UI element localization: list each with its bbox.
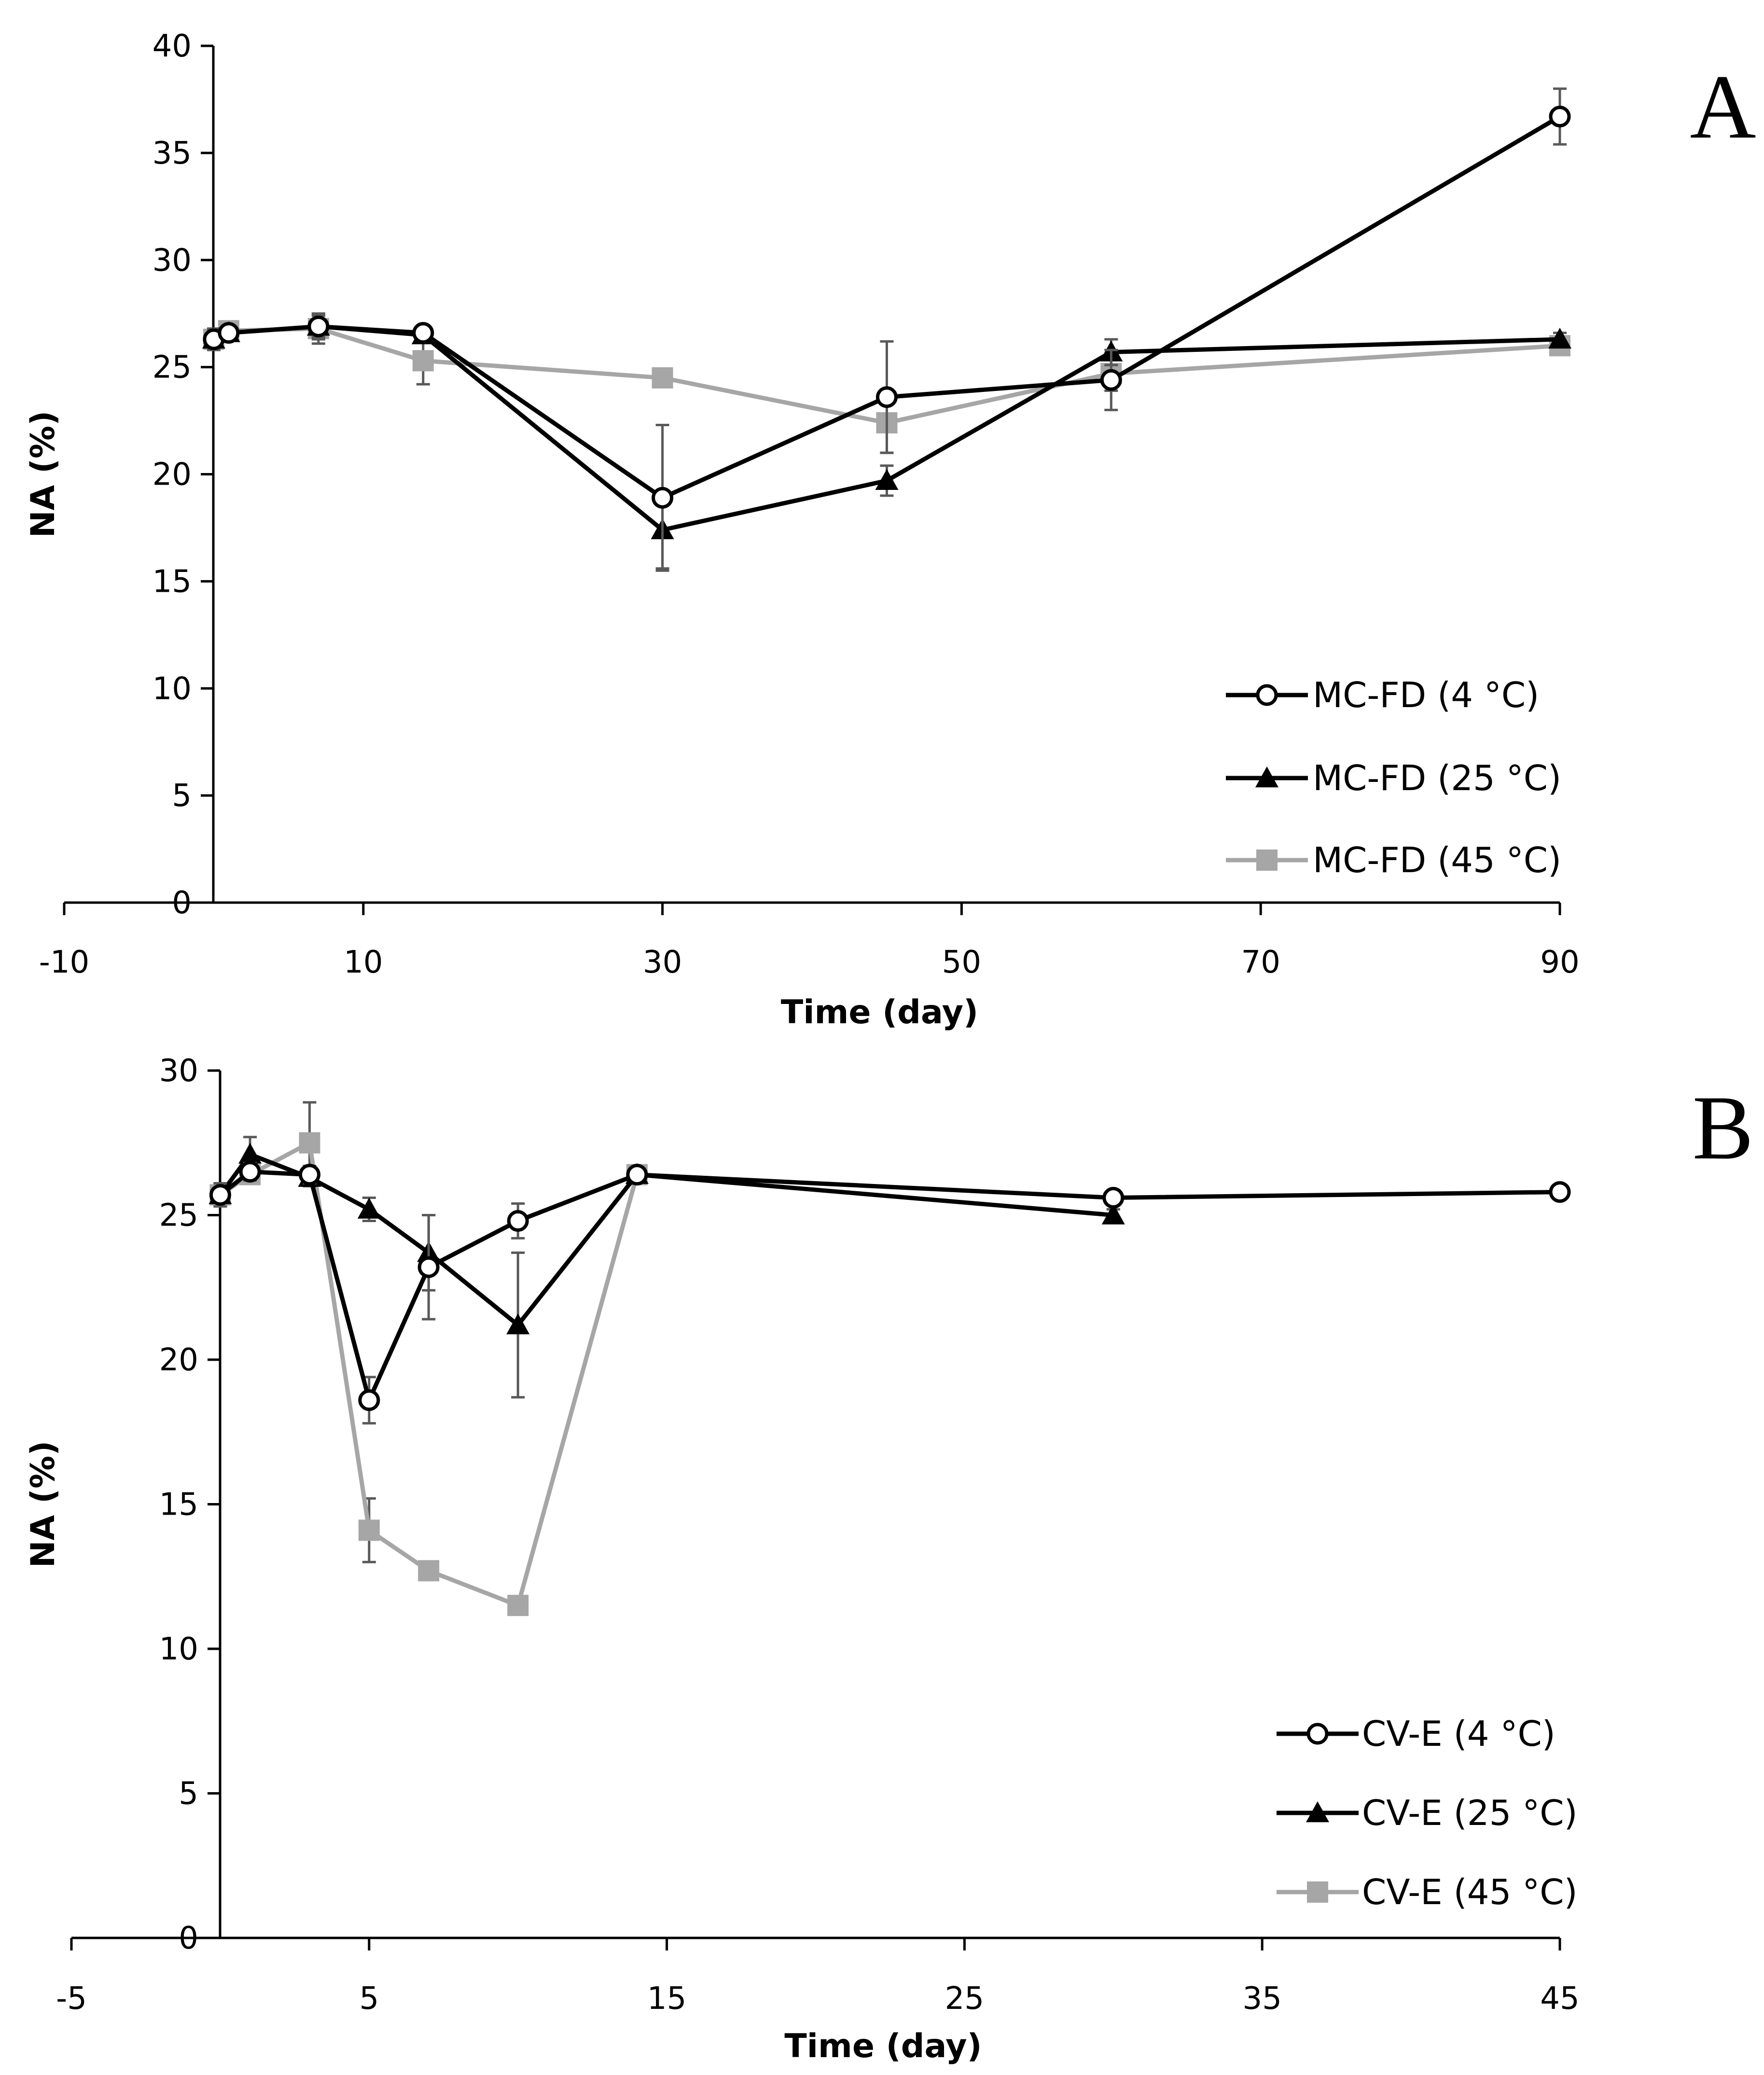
series-line xyxy=(219,1170,1560,1403)
y-tick-label: 20 xyxy=(159,1342,198,1378)
legend-label: CV-E (4 °C) xyxy=(1362,1713,1556,1754)
y-tick-label: 40 xyxy=(153,28,192,64)
legend-marker xyxy=(1306,1801,1329,1823)
x-tick-label: 35 xyxy=(1242,1981,1281,2017)
data-point xyxy=(1101,1203,1125,1225)
data-point xyxy=(298,1164,320,1186)
data-point xyxy=(299,1132,320,1154)
x-axis-title: Time (day) xyxy=(781,993,978,1031)
x-tick-label: 30 xyxy=(643,945,682,980)
y-tick-label: 25 xyxy=(159,1198,198,1234)
y-axis-title: NA (%) xyxy=(24,411,62,538)
y-tick-label: 30 xyxy=(153,243,192,279)
legend-marker xyxy=(1306,1723,1329,1745)
data-point xyxy=(652,367,673,389)
series-3 xyxy=(209,1101,648,1616)
legend: CV-E (4 °C) CV-E (25 °C) CV-E (45 °C) xyxy=(1277,1713,1578,1912)
legend-item: MC-FD (45 °C) xyxy=(1226,840,1561,880)
x-tick-label: -5 xyxy=(56,1981,87,2017)
series-1 xyxy=(209,1161,1571,1425)
legend-item: CV-E (4 °C) xyxy=(1277,1713,1556,1754)
data-point xyxy=(1549,105,1571,127)
panel-label: A xyxy=(1690,56,1756,158)
legend: MC-FD (4 °C) MC-FD (25 °C) MC-FD (45 °C) xyxy=(1226,675,1561,880)
legend-marker xyxy=(1307,1881,1328,1903)
data-point xyxy=(358,1519,380,1541)
y-tick-label: 15 xyxy=(153,564,192,599)
data-point xyxy=(417,1256,440,1278)
data-point xyxy=(412,322,434,344)
y-tick-label: 0 xyxy=(172,885,192,921)
legend-item: MC-FD (25 °C) xyxy=(1226,758,1561,798)
legend-label: CV-E (45 °C) xyxy=(1362,1872,1578,1912)
y-tick-label: 35 xyxy=(153,136,192,171)
data-point xyxy=(358,1389,380,1411)
data-point xyxy=(652,487,674,509)
data-point xyxy=(418,1560,440,1582)
y-axis-title: NA (%) xyxy=(24,1441,62,1568)
data-point xyxy=(875,386,898,408)
legend-item: CV-E (45 °C) xyxy=(1277,1872,1578,1912)
chart-panel-b: -5 5 15 25 35 45 0 5 10 15 20 25 30 Time (day) NA (%) B… xyxy=(24,1053,1753,2065)
data-point xyxy=(1100,369,1122,391)
x-tick-label: -10 xyxy=(39,945,90,980)
y-tick-label: 30 xyxy=(159,1053,198,1089)
data-point xyxy=(875,469,899,490)
data-point xyxy=(506,1313,530,1335)
y-tick-label: 5 xyxy=(179,1776,198,1812)
legend-marker xyxy=(1256,684,1278,706)
series-line xyxy=(219,1141,639,1608)
x-tick-label: 25 xyxy=(945,1981,984,2017)
data-point xyxy=(1549,1181,1571,1203)
x-tick-label: 50 xyxy=(942,945,981,980)
x-tick-label: 45 xyxy=(1540,1981,1579,2017)
data-point xyxy=(626,1164,648,1186)
legend-label: MC-FD (45 °C) xyxy=(1313,840,1561,880)
x-tick-label: 15 xyxy=(647,1981,686,2017)
data-point xyxy=(507,1210,529,1232)
x-axis-title: Time (day) xyxy=(784,2027,982,2065)
series-line xyxy=(218,1152,1114,1327)
y-tick-label: 10 xyxy=(159,1631,198,1667)
legend-label: CV-E (25 °C) xyxy=(1362,1793,1578,1833)
y-tick-label: 0 xyxy=(179,1921,198,1956)
legend-label: MC-FD (25 °C) xyxy=(1313,758,1561,798)
y-tick-label: 5 xyxy=(172,778,192,814)
legend-item: CV-E (25 °C) xyxy=(1277,1793,1578,1833)
y-tick-label: 20 xyxy=(153,457,192,493)
data-point xyxy=(507,1595,529,1616)
series-1 xyxy=(203,87,1571,572)
data-point xyxy=(239,1161,261,1183)
data-point xyxy=(209,1184,231,1206)
legend-marker xyxy=(1255,766,1278,788)
y-tick-label: 10 xyxy=(153,671,192,707)
x-tick-label: 90 xyxy=(1540,945,1579,980)
x-tick-label: 70 xyxy=(1241,945,1280,980)
legend-item: MC-FD (4 °C) xyxy=(1226,675,1539,715)
panel-label: B xyxy=(1693,1077,1754,1179)
x-tick-label: 5 xyxy=(359,1981,379,2017)
data-point xyxy=(412,350,434,372)
data-point xyxy=(238,1142,262,1164)
data-point xyxy=(1548,327,1571,349)
series-line xyxy=(213,114,1561,500)
data-point xyxy=(1102,1187,1125,1209)
data-point xyxy=(357,1198,381,1219)
data-point xyxy=(218,322,240,344)
y-tick-label: 15 xyxy=(159,1487,198,1523)
legend-label: MC-FD (4 °C) xyxy=(1313,675,1539,715)
legend-marker xyxy=(1256,849,1278,871)
y-tick-label: 25 xyxy=(153,350,192,386)
x-tick-label: 10 xyxy=(344,945,383,980)
chart-panel-a: -10 10 30 50 70 90 0 5 10 15 20 25 30 35 40 Time (day) N… xyxy=(24,28,1756,1031)
data-point xyxy=(307,315,330,337)
